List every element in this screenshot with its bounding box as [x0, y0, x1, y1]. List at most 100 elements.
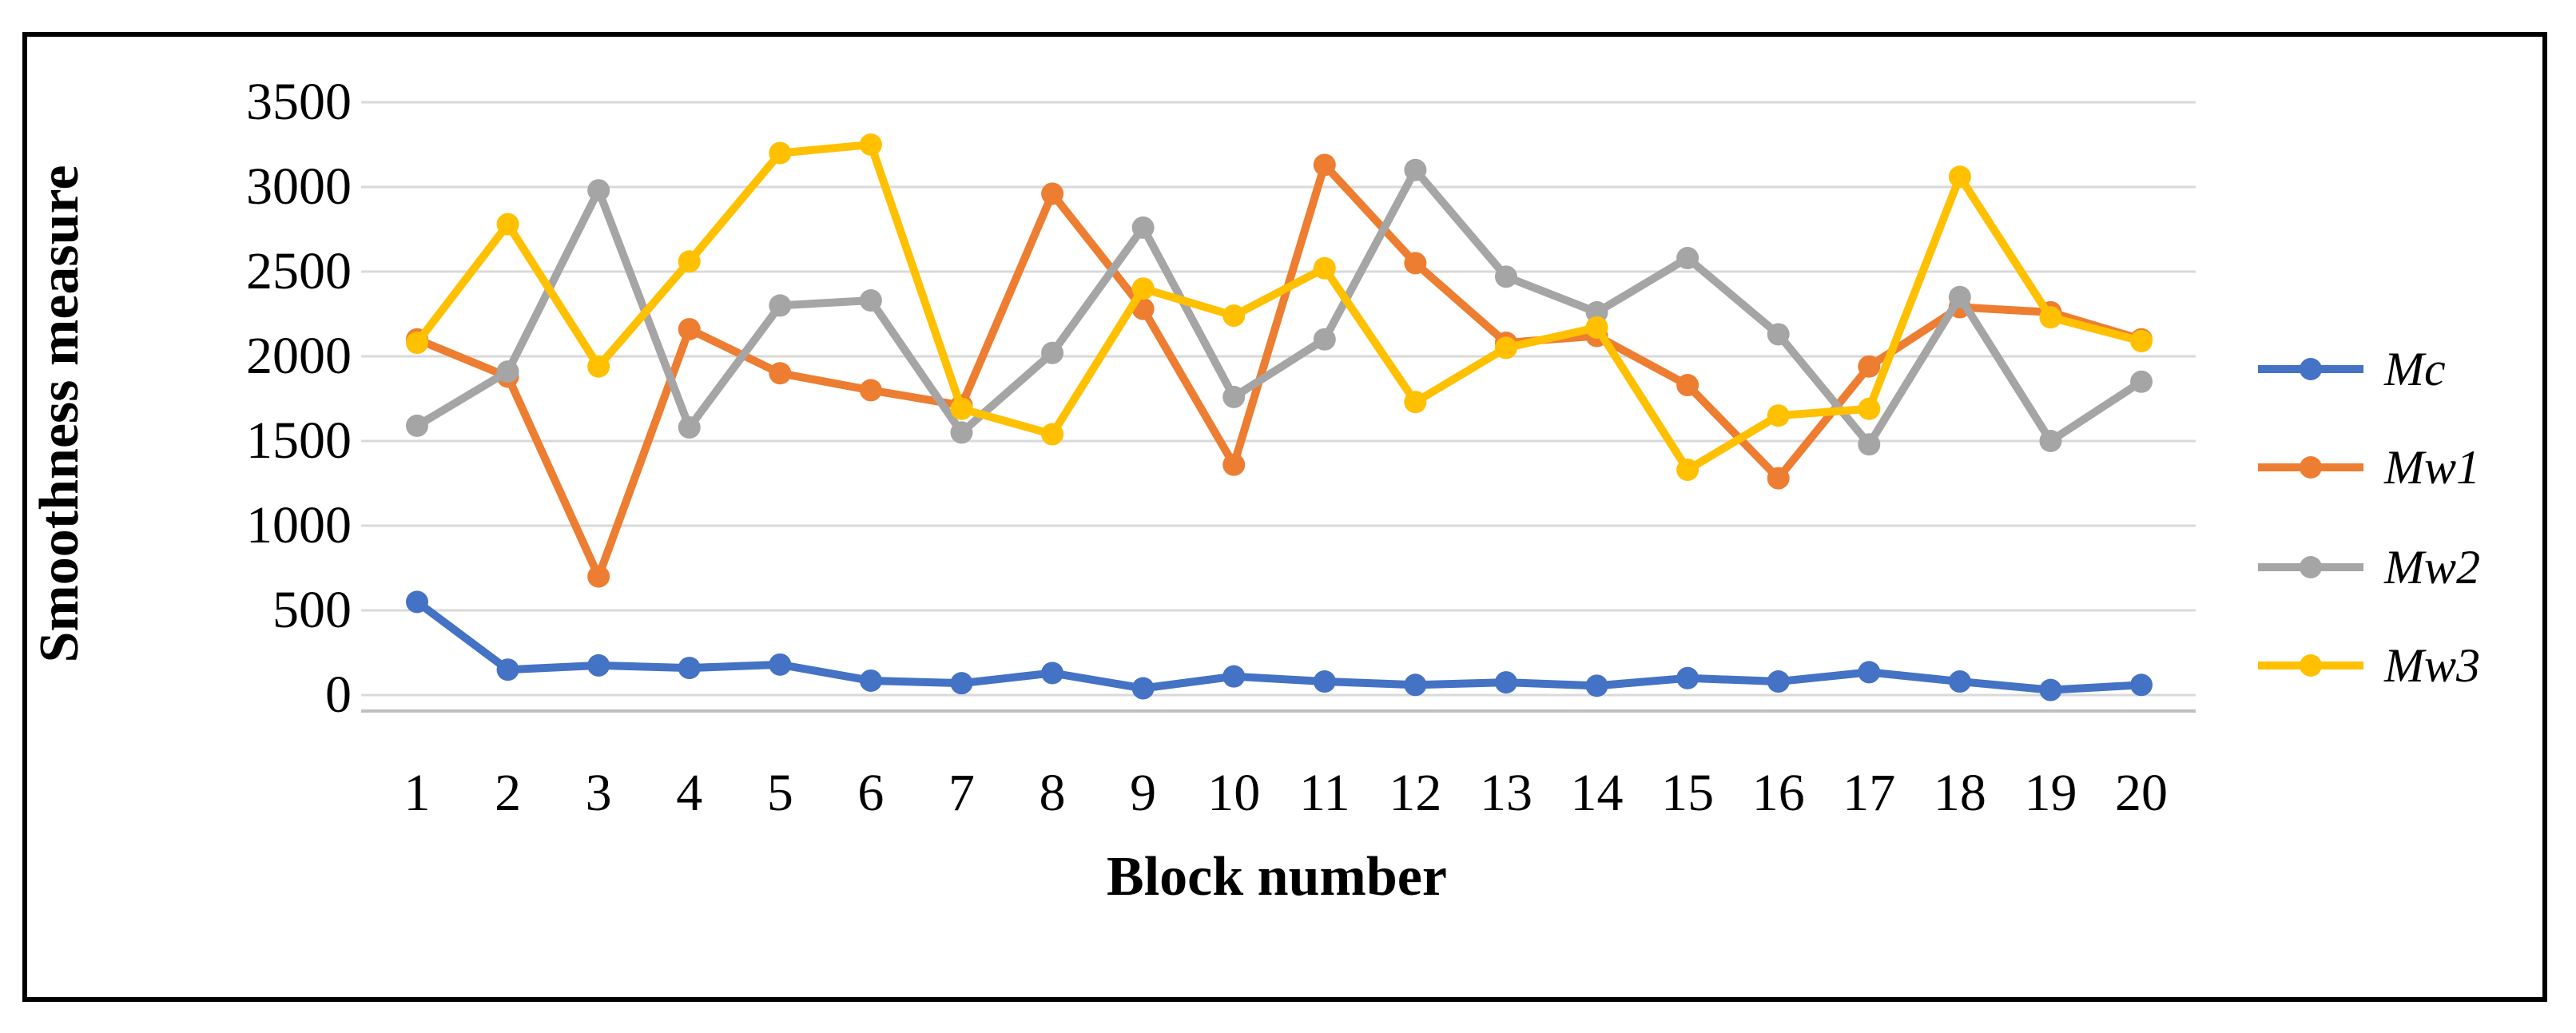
data-point-mw3: [1313, 256, 1336, 280]
legend-label-mw3: Mw3: [2384, 639, 2480, 692]
legend-label-mc: Mc: [2384, 343, 2446, 395]
series-line-mc: [413, 598, 2146, 694]
data-point-mw3: [859, 133, 882, 156]
data-point-mc: [1041, 662, 1064, 685]
data-point-mw1: [859, 379, 882, 402]
data-point-mw1: [1222, 453, 1246, 476]
x-tick-label: 15: [1661, 764, 1715, 822]
data-point-mw2: [2039, 430, 2062, 452]
data-point-mw3: [496, 213, 519, 236]
data-point-mw3: [1585, 316, 1608, 339]
data-point-mw2: [1948, 285, 1971, 308]
data-point-mc: [1313, 670, 1336, 693]
data-point-mw3: [1858, 397, 1881, 420]
data-point-mw2: [1404, 158, 1427, 181]
data-point-mc: [1131, 677, 1155, 700]
data-point-mc: [1494, 671, 1517, 694]
data-point-mc: [1767, 670, 1790, 693]
x-tick-label: 4: [676, 764, 703, 822]
data-point-mw2: [2130, 370, 2153, 393]
x-tick-label: 14: [1570, 764, 1624, 822]
mw2-marker-icon: [2300, 556, 2322, 578]
x-tick-label: 20: [2115, 764, 2169, 822]
data-point-mc: [1404, 673, 1427, 697]
data-point-mw1: [1404, 252, 1427, 275]
data-point-mc: [678, 657, 701, 680]
y-tick-label: 500: [272, 581, 352, 639]
legend-item-mw1: Mw1: [2258, 439, 2480, 495]
data-point-mw3: [1131, 277, 1155, 300]
data-point-mc: [1585, 674, 1608, 697]
data-point-mc: [2130, 673, 2153, 697]
legend-label-mw2: Mw2: [2384, 541, 2480, 594]
data-point-mc: [859, 669, 882, 692]
data-point-mw2: [496, 360, 519, 383]
mw1-marker-icon: [2300, 456, 2322, 479]
x-tick-label: 16: [1751, 764, 1805, 822]
mw2-line-swatch: [2258, 556, 2363, 578]
data-point-mw2: [859, 289, 882, 312]
mc-line-swatch: [2258, 358, 2363, 380]
y-tick-label: 3500: [246, 73, 352, 131]
data-point-mc: [406, 590, 428, 614]
data-point-mc: [1222, 665, 1246, 688]
y-tick-label: 2000: [246, 327, 352, 385]
data-point-mw3: [950, 397, 973, 420]
mw1-line-swatch: [2258, 456, 2363, 479]
series-line-mw3: [413, 141, 2146, 475]
data-point-mw3: [2039, 306, 2062, 329]
data-point-mw1: [1676, 374, 1699, 397]
data-point-mw2: [1767, 323, 1790, 346]
data-point-mw2: [1131, 216, 1155, 239]
data-point-mw1: [587, 565, 610, 588]
legend-item-mw2: Mw2: [2258, 539, 2480, 595]
y-tick-label: 1500: [246, 411, 352, 470]
data-point-mw2: [587, 179, 610, 202]
data-point-mw3: [406, 332, 428, 355]
y-tick-label: 2500: [246, 242, 352, 300]
mc-marker-icon: [2300, 358, 2322, 380]
data-point-mc: [1948, 670, 1971, 693]
data-point-mw3: [1041, 423, 1064, 446]
x-tick-label: 6: [857, 764, 885, 822]
data-point-mw3: [1222, 304, 1246, 328]
data-point-mw2: [1313, 328, 1336, 351]
y-axis-title: Smoothness measure: [29, 165, 90, 663]
data-point-mw3: [587, 355, 610, 378]
data-point-mw3: [1404, 391, 1427, 414]
data-point-mw2: [1494, 265, 1517, 288]
mw3-line-swatch: [2258, 654, 2363, 677]
data-point-mc: [950, 672, 973, 695]
x-axis-title: Block number: [1107, 846, 1447, 908]
x-tick-label: 3: [585, 764, 612, 822]
x-tick-label: 8: [1039, 764, 1066, 822]
data-point-mw2: [406, 414, 428, 437]
mw3-marker-icon: [2300, 654, 2322, 677]
chart-border: [22, 32, 2547, 1002]
x-tick-label: 1: [403, 764, 431, 822]
data-point-mw3: [1948, 165, 1971, 189]
y-tick-label: 1000: [246, 496, 352, 554]
x-tick-label: 13: [1479, 764, 1532, 822]
data-point-mw1: [678, 318, 701, 341]
data-point-mw1: [1858, 355, 1881, 378]
data-point-mw2: [1676, 247, 1699, 270]
x-tick-label: 18: [1933, 764, 1986, 822]
data-point-mw1: [1767, 467, 1790, 490]
x-tick-label: 19: [2024, 764, 2077, 822]
y-tick-label: 3000: [246, 157, 352, 216]
data-point-mw3: [769, 141, 792, 165]
data-point-mw2: [769, 294, 792, 317]
data-point-mw3: [1676, 459, 1699, 482]
x-tick-label: 11: [1299, 764, 1350, 822]
x-tick-label: 17: [1843, 764, 1896, 822]
x-tick-label: 5: [766, 764, 793, 822]
x-tick-label: 9: [1130, 764, 1157, 822]
legend-item-mc: Mc: [2258, 341, 2446, 397]
data-point-mw3: [1767, 404, 1790, 427]
data-point-mc: [2039, 678, 2062, 701]
legend-item-mw3: Mw3: [2258, 638, 2480, 693]
data-point-mw2: [1041, 341, 1064, 364]
x-tick-label: 2: [495, 764, 522, 822]
